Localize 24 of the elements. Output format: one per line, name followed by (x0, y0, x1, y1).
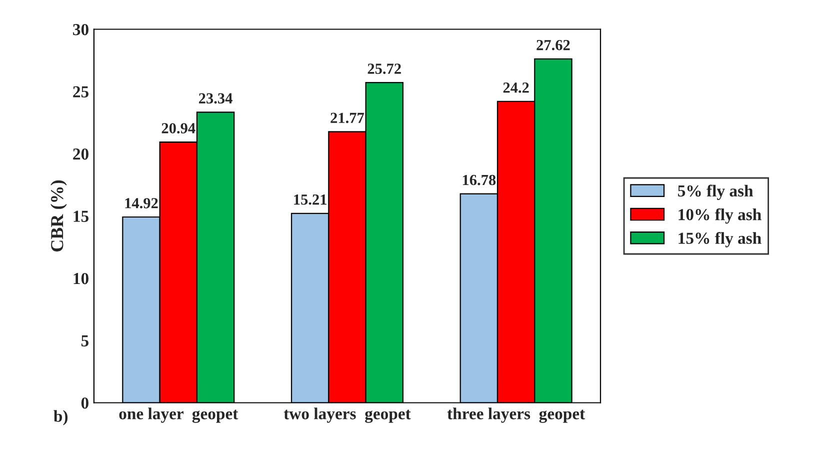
data-label: 27.62 (536, 40, 570, 50)
data-label: 25.72 (368, 64, 401, 74)
x-tick-label: one layer geopet (119, 408, 238, 423)
y-tick-label: 0 (81, 397, 88, 409)
legend-label: 10% fly ash (678, 208, 762, 224)
data-label: 21.77 (330, 112, 364, 124)
x-tick-label: three layers geopet (447, 408, 586, 423)
y-axis-title: CBR (%) (50, 180, 67, 252)
y-tick-label: 25 (73, 86, 88, 98)
data-label: 16.78 (462, 174, 496, 186)
y-tick-label: 15 (74, 210, 88, 222)
x-tick-label: two layers geopet (284, 408, 411, 423)
data-label: 20.94 (162, 123, 196, 134)
legend-label: 5% fly ash (678, 184, 754, 200)
data-label: 24.2 (503, 82, 529, 93)
y-tick-label: 10 (74, 272, 88, 284)
y-tick-label: 20 (73, 148, 88, 160)
y-tick-label: 30 (73, 24, 88, 36)
data-label: 15.21 (294, 194, 326, 205)
legend-label: 15% fly ash (678, 232, 762, 248)
text: b) (54, 410, 68, 426)
data-label: 23.34 (198, 93, 232, 104)
y-tick-label: 5 (81, 335, 88, 346)
data-label: 14.92 (125, 198, 158, 208)
